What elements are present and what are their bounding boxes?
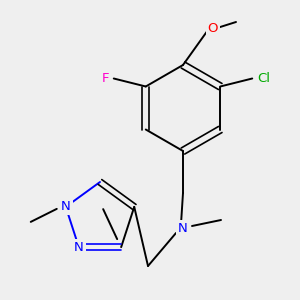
Text: N: N xyxy=(74,241,84,254)
Text: O: O xyxy=(208,22,218,34)
Text: N: N xyxy=(61,200,70,213)
Text: Cl: Cl xyxy=(258,72,271,85)
Text: N: N xyxy=(178,221,188,235)
Text: F: F xyxy=(102,72,110,85)
